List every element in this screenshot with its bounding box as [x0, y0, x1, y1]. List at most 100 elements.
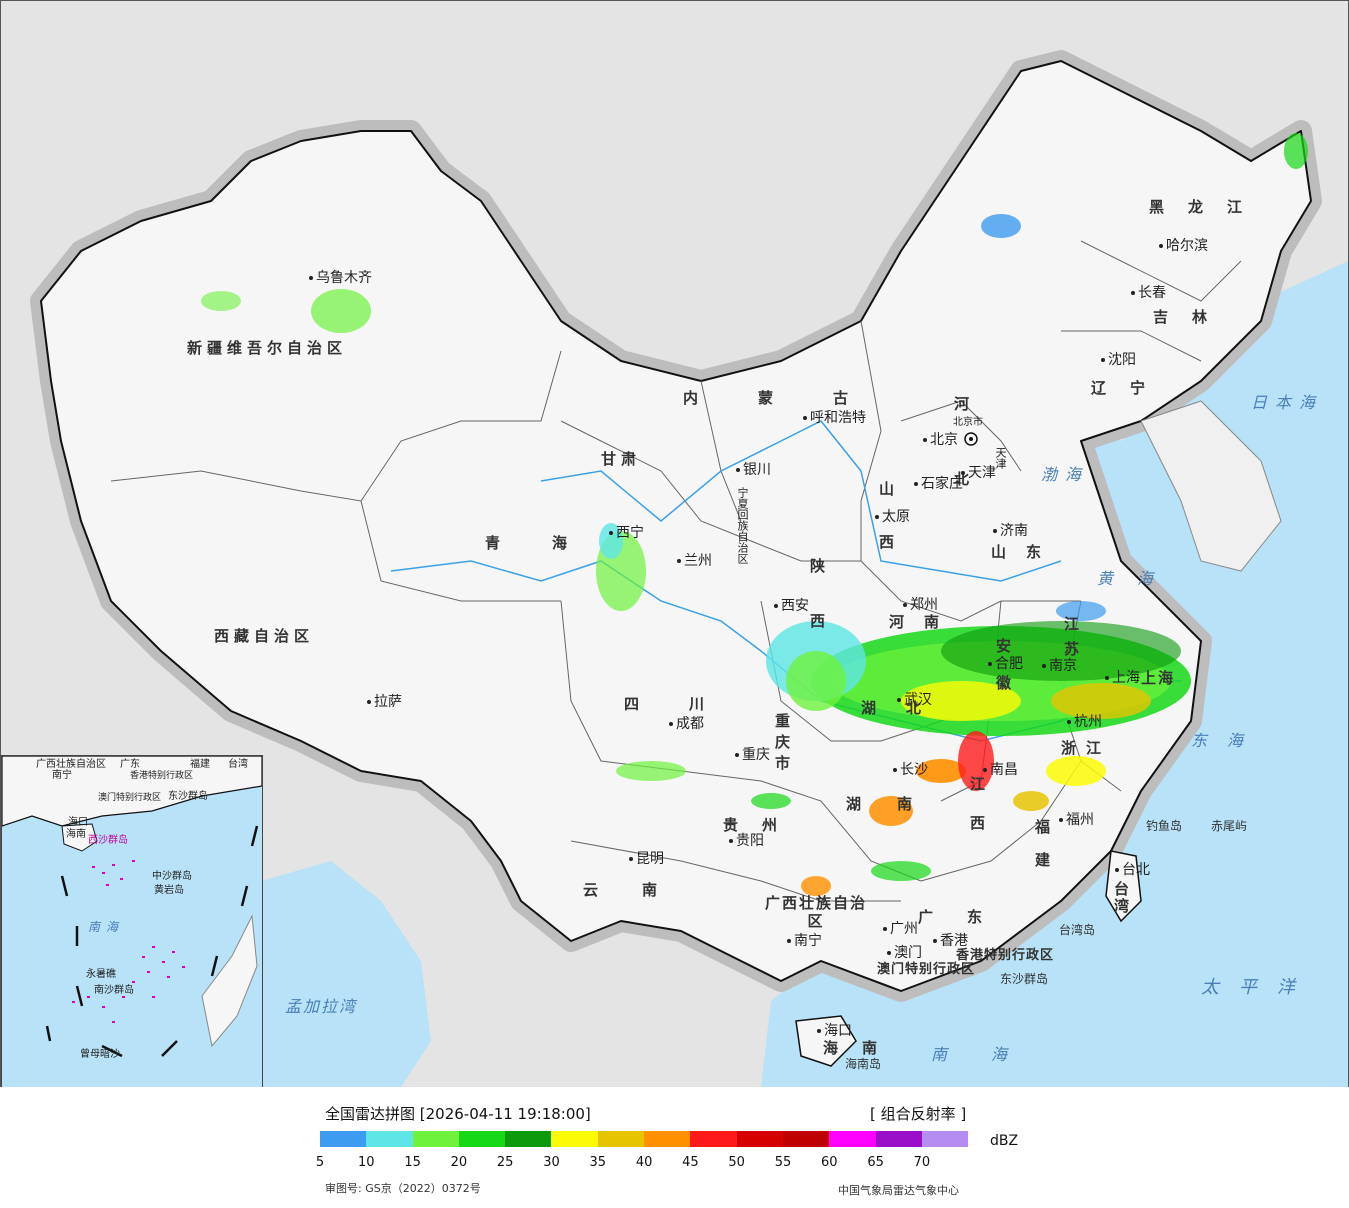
color-bar-tick: 50 [728, 1155, 745, 1170]
product-label: [ 组合反射率 ] [870, 1105, 967, 1123]
city-label: 南昌 [983, 763, 1018, 777]
province-label: 青海 [485, 534, 620, 552]
color-bar-tick: 35 [589, 1155, 607, 1170]
inset-label: 南沙群岛 [94, 985, 134, 996]
map-canvas [30, 50, 1348, 1087]
island-label: 赤尾屿 [1211, 819, 1248, 833]
city-label: 海口 [817, 1024, 852, 1038]
province-label: 天津 [994, 447, 1007, 469]
province-label: 北京市 [953, 417, 983, 428]
city-label: 福州 [1059, 813, 1094, 827]
color-swatch [458, 1131, 506, 1147]
province-label: 贵州 [723, 816, 802, 834]
color-bar-tick: 25 [496, 1155, 514, 1170]
color-swatch [644, 1131, 691, 1147]
color-bar-tick: 60 [821, 1155, 838, 1170]
city-label: 西安 [774, 599, 809, 613]
province-label: 辽宁 [1091, 379, 1170, 397]
color-swatch [921, 1131, 969, 1147]
inset-label: 台湾 [228, 759, 248, 770]
province-label: 宁夏回族自治区 [736, 487, 749, 564]
inset-label: 西沙群岛 [88, 835, 128, 846]
city-label: 澳门 [887, 946, 922, 960]
province-label: 重庆市 [773, 713, 791, 776]
radar-echoes [201, 133, 1308, 896]
korea-japan-land [1140, 400, 1282, 572]
inset-sea-label: 南海 [88, 920, 125, 934]
sea-label: 日本海 [1251, 393, 1324, 412]
color-bar-tick: 40 [635, 1155, 653, 1170]
color-swatch [782, 1131, 830, 1147]
island-label: 东沙群岛 [1000, 972, 1049, 986]
province-label: 香港特别行政区 [956, 948, 1055, 963]
inset-label: 海口 [68, 817, 88, 828]
sea-label: 南海 [931, 1045, 1052, 1064]
inset-label: 曾母暗沙 [80, 1049, 120, 1060]
city-label: 银川 [736, 463, 771, 477]
sea-label: 太平洋 [1201, 977, 1315, 998]
bay-of-bengal [261, 861, 431, 1087]
province-label: 安徽 [994, 638, 1012, 712]
radar-map: 新疆维吾尔自治区 西藏自治区 青海 甘肃 内蒙古 黑龙江 吉林 辽宁 河北 山西… [0, 0, 1349, 1088]
province-label: 澳门特别行政区 [877, 962, 976, 977]
inset-label: 福建 [190, 759, 210, 770]
city-label: 太原 [875, 510, 910, 524]
island-label: 台湾岛 [1059, 923, 1096, 937]
province-label: 浙江 [1061, 739, 1112, 757]
city-label: 昆明 [629, 852, 664, 866]
province-label: 上海 [1141, 669, 1176, 687]
inset-label: 广西壮族自治区 [36, 759, 106, 770]
city-label: 合肥 [988, 657, 1023, 671]
inset-label: 黄岩岛 [154, 885, 184, 896]
province-label: 四川 [624, 695, 755, 713]
city-label: 贵阳 [729, 834, 764, 848]
province-label: 福建 [1033, 819, 1051, 885]
city-label: 长沙 [893, 763, 928, 777]
city-label: 拉萨 [367, 695, 402, 709]
unit-label: dBZ [990, 1133, 1019, 1149]
city-label: 乌鲁木齐 [309, 271, 372, 285]
color-swatch [829, 1131, 876, 1147]
province-label: 广西壮族自治区 [764, 894, 867, 930]
city-label: 兰州 [677, 554, 712, 568]
province-label: 台湾 [1112, 881, 1130, 915]
province-label: 山东 [991, 543, 1062, 561]
color-bar-tick: 15 [404, 1155, 421, 1170]
inset-label: 香港特别行政区 [130, 771, 194, 781]
city-label: 天津 [961, 466, 996, 480]
city-label: 台北 [1115, 863, 1150, 877]
province-label: 湖南 [846, 795, 949, 813]
color-bar-tick: 70 [913, 1155, 931, 1170]
color-bar-tick: 10 [358, 1155, 375, 1170]
province-label: 西藏自治区 [214, 627, 315, 645]
inset-label: 中沙群岛 [152, 871, 192, 882]
city-label: 南京 [1042, 659, 1077, 673]
inset-label: 永暑礁 [86, 969, 116, 980]
city-label: 济南 [993, 524, 1028, 538]
color-swatch [597, 1131, 645, 1147]
color-swatch [320, 1131, 367, 1147]
sea-label: 黄海 [1097, 569, 1178, 588]
province-label: 河南 [889, 613, 960, 631]
color-bar [320, 1131, 969, 1147]
inset-label: 东沙群岛 [168, 791, 208, 802]
inset-label: 南宁 [52, 770, 72, 781]
beijing-marker [964, 432, 978, 446]
province-label: 新疆维吾尔自治区 [187, 339, 348, 357]
province-label: 云南 [583, 881, 702, 899]
map-title: 全国雷达拼图 [2026-04-11 19:18:00] [325, 1105, 591, 1123]
color-bar-tick: 45 [682, 1155, 699, 1170]
color-swatch [551, 1131, 598, 1147]
color-swatch [505, 1131, 552, 1147]
color-bar-tick: 5 [315, 1155, 325, 1170]
approval-number: 审图号: GS京（2022）0372号 [325, 1182, 481, 1195]
city-label: 广州 [883, 922, 918, 936]
province-label: 海南 [823, 1039, 902, 1057]
city-label: 南宁 [787, 934, 822, 948]
city-label: 沈阳 [1101, 353, 1136, 367]
city-label: 重庆 [735, 748, 770, 762]
city-label: 上海 [1105, 671, 1140, 685]
color-bar-tick: 65 [867, 1155, 884, 1170]
sea-label: 渤海 [1041, 465, 1090, 484]
island-label: 钓鱼岛 [1146, 819, 1183, 833]
